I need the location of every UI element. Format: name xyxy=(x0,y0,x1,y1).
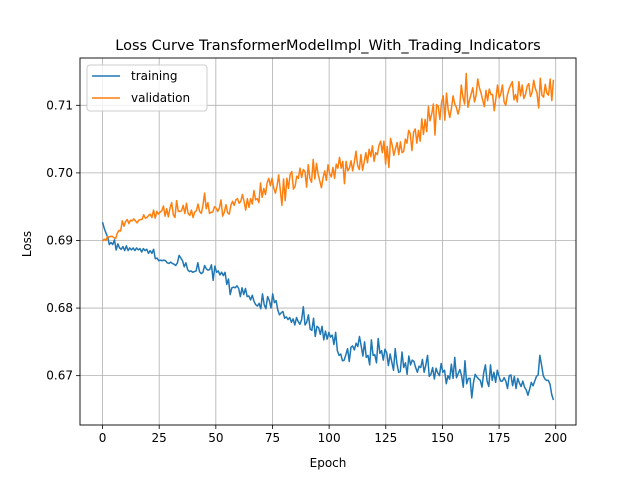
legend: training validation xyxy=(86,64,208,112)
x-tick-label: 125 xyxy=(374,431,397,445)
x-tick-label: 100 xyxy=(318,431,341,445)
x-tick-label: 175 xyxy=(488,431,511,445)
y-tick-label: 0.68 xyxy=(46,301,73,315)
y-tick-label: 0.67 xyxy=(46,369,73,383)
legend-label-validation: validation xyxy=(131,91,190,105)
series-line-validation xyxy=(101,72,555,242)
axis-ticks: 0 25 50 75 100 125 150 175 200 0.67 0.68 0.69 0.70 0.… xyxy=(46,98,567,445)
y-tick-label: 0.69 xyxy=(46,233,73,247)
y-axis-label: Loss xyxy=(20,231,34,257)
x-tick-label: 200 xyxy=(544,431,567,445)
chart-title: Loss Curve TransformerModelImpl_With_Tra… xyxy=(115,38,540,54)
legend-label-training: training xyxy=(131,69,178,83)
x-tick-label: 75 xyxy=(265,431,280,445)
x-axis-label: Epoch xyxy=(310,456,347,470)
plot-frame xyxy=(79,57,577,426)
x-tick-label: 0 xyxy=(99,431,107,445)
y-tick-label: 0.70 xyxy=(46,166,73,180)
series-lines xyxy=(101,72,555,401)
x-tick-label: 25 xyxy=(152,431,167,445)
x-tick-label: 50 xyxy=(208,431,223,445)
y-tick-label: 0.71 xyxy=(46,98,73,112)
series-line-training xyxy=(101,222,555,401)
x-tick-label: 150 xyxy=(431,431,454,445)
